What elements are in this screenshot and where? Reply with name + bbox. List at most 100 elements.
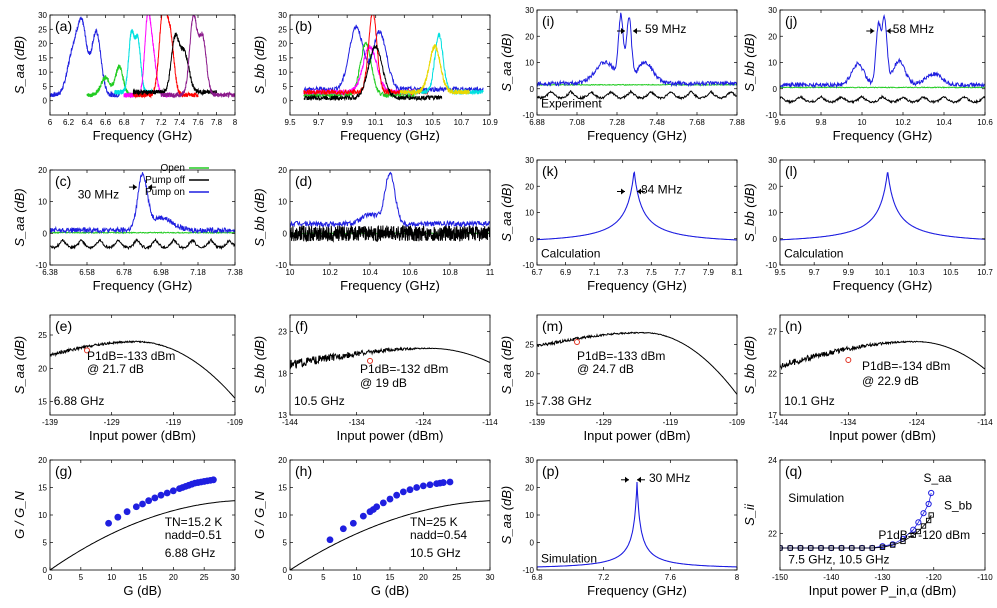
x-axis-label: Input power (dBm) (829, 428, 936, 443)
annotation-text: nadd=0.51 (165, 528, 222, 542)
data-point-S_bb (915, 528, 922, 535)
series-line-green (303, 41, 415, 99)
panel-label: (j) (785, 13, 797, 29)
series-group (537, 12, 737, 101)
x-tick-label: 7.08 (569, 118, 585, 127)
width-arrowhead (870, 28, 875, 34)
y-axis-label: S_aa (dB) (12, 36, 27, 95)
y-axis-label: S_ii (742, 503, 757, 526)
panel-p: 6.8 7.2 7.6 8 -10 0 10 20 30 Frequency (GHz) S_aa … (499, 456, 740, 598)
series-line-Calculation (537, 171, 737, 241)
x-tick-label: 9.5 (774, 268, 786, 277)
x-tick-label: 20 (169, 573, 178, 582)
series-line-Pump on (290, 171, 490, 229)
annotation-text: 7.5 GHz, 10.5 GHz (788, 552, 889, 566)
data-point (132, 503, 140, 511)
series-line-gain (780, 340, 985, 371)
width-arrowhead (621, 188, 625, 195)
y-tick-label: 20 (278, 40, 287, 49)
y-tick-label: 20 (525, 182, 534, 191)
x-tick-label: 8.1 (731, 268, 743, 277)
panel-label: (q) (785, 463, 802, 479)
series-group (537, 331, 737, 395)
data-point-S_aa (925, 500, 932, 508)
y-tick-label: 30 (768, 156, 777, 165)
x-tick-label: 10.3 (396, 118, 412, 127)
y-tick-label: 20 (38, 166, 47, 175)
x-tick-label: 7.4 (174, 118, 186, 127)
data-point (373, 503, 381, 511)
x-axis-label: Input power (dBm) (337, 428, 444, 443)
y-tick-label: 20 (768, 182, 777, 191)
x-tick-label: 9.8 (815, 118, 827, 127)
y-tick-label: 25 (38, 331, 47, 340)
data-point-S_bb (900, 538, 906, 545)
x-axis-label: Frequency (GHz) (587, 278, 687, 293)
series-group (780, 172, 985, 241)
x-tick-label: 10.4 (362, 268, 378, 277)
series-line-magenta (123, 15, 171, 99)
x-axis-label: Frequency (GHz) (93, 128, 193, 143)
data-point (123, 508, 131, 516)
panel-d: 10 10.2 10.4 10.6 10.8 11 -10 0 10 20 Frequency (G… (252, 166, 495, 293)
p1db-marker (845, 357, 852, 363)
x-tick-label: 10.7 (977, 268, 993, 277)
panel-a: 6 6.2 6.4 6.6 6.8 7 7.2 7.4 7.6 7.8 8 0 5 10 15 20 25 30 F… (12, 11, 238, 143)
series-line-cyan (399, 32, 484, 96)
y-tick-label: 20 (768, 32, 777, 41)
series-line-blue (303, 24, 484, 94)
y-tick-label: -10 (522, 566, 534, 575)
y-tick-label: 5 (283, 539, 288, 548)
annotation-text: 30 MHz (649, 471, 690, 485)
data-point-S_aa (915, 519, 922, 526)
x-tick-label: 10.1 (368, 118, 384, 127)
data-point (210, 476, 217, 484)
x-tick-label: 7.9 (703, 268, 715, 277)
x-tick-label: 7.18 (190, 268, 206, 277)
annotation-text: P1dB=-132 dBm (360, 362, 448, 376)
y-tick-label: 15 (38, 54, 47, 63)
x-tick-label: -140 (823, 573, 840, 582)
x-tick-label: 7.2 (155, 118, 167, 127)
x-tick-label: 30 (231, 573, 240, 582)
x-tick-label: 25 (452, 573, 461, 582)
y-tick-label: 5 (43, 539, 48, 548)
data-point (105, 519, 112, 527)
panel-label: (a) (55, 18, 72, 34)
annotation-text: @ 21.7 dB (87, 362, 144, 376)
x-tick-label: 7.6 (665, 573, 677, 582)
series-line-Pump on (50, 172, 235, 235)
panel-b: 9.5 9.7 9.9 10.1 10.3 10.5 10.7 10.9 0 5 10 15 20 25 3… (252, 11, 498, 143)
x-tick-label: 6.4 (81, 118, 93, 127)
data-point (393, 491, 401, 499)
x-tick-label: 25 (200, 573, 209, 582)
series-line-Calculation (780, 172, 985, 241)
y-tick-label: 17 (768, 411, 777, 420)
panel-m: -139 -129 -119 -109 15 20 25 Input power (dBm) S… (499, 314, 746, 443)
data-point (386, 495, 394, 503)
x-axis-label: Frequency (GHz) (340, 278, 440, 293)
panel-g: 0 5 10 15 20 25 30 0 5 10 15 20 G (dB) G / G_N (g) TN=1… (12, 456, 240, 598)
axes-frame (289, 314, 491, 416)
series-group (303, 15, 484, 102)
y-tick-label: 0 (283, 97, 288, 106)
x-tick-label: 6.38 (42, 268, 58, 277)
panel-label: (l) (785, 163, 797, 179)
y-tick-label: 20 (38, 40, 47, 49)
annotation-text: P1dB=-133 dBm (577, 349, 665, 363)
y-tick-label: 30 (278, 11, 287, 20)
series-group (50, 15, 235, 99)
width-arrowhead (621, 28, 625, 34)
y-tick-label: -10 (765, 261, 777, 270)
data-point (163, 489, 171, 497)
x-tick-label: 10.5 (425, 118, 441, 127)
y-tick-label: 10 (525, 59, 534, 68)
x-tick-label: 10.3 (909, 268, 925, 277)
y-tick-label: 0 (530, 539, 535, 548)
annotation-text: 10.1 GHz (784, 394, 835, 408)
series-line-black (303, 44, 443, 102)
data-point-S_bb (925, 517, 932, 524)
y-tick-label: 0 (43, 566, 48, 575)
panel-label: (n) (785, 318, 802, 334)
y-tick-label: 5 (283, 82, 288, 91)
